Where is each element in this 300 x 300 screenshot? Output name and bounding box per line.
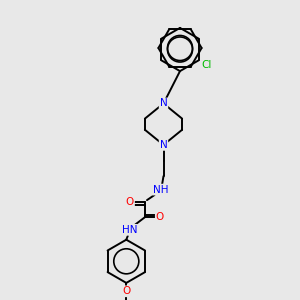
Text: O: O (156, 212, 164, 222)
Text: NH: NH (153, 184, 168, 195)
Text: O: O (122, 286, 130, 296)
Text: N: N (160, 98, 167, 109)
Text: O: O (126, 197, 134, 207)
Text: N: N (160, 140, 167, 150)
Text: Cl: Cl (202, 60, 212, 70)
Text: HN: HN (122, 225, 137, 235)
